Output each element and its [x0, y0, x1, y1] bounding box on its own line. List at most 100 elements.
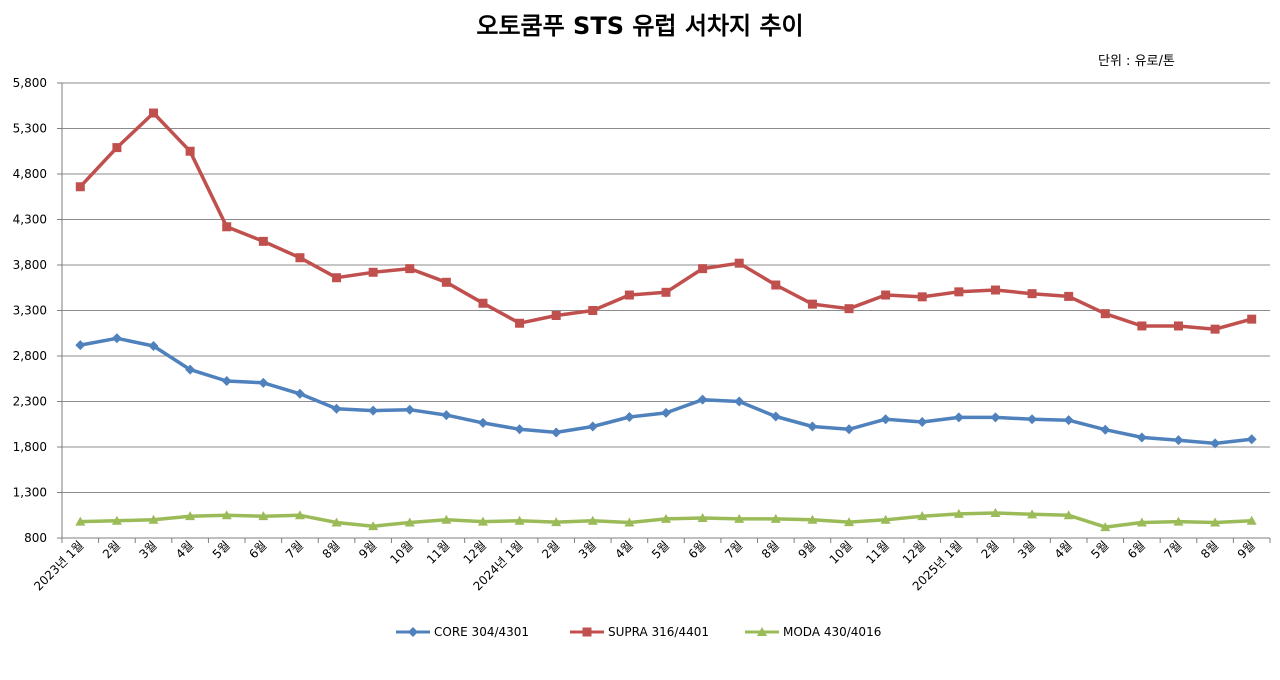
data-point — [368, 521, 379, 531]
data-point — [331, 517, 342, 527]
data-point — [294, 388, 305, 399]
data-point — [1136, 517, 1147, 527]
data-point — [807, 514, 818, 524]
data-point — [844, 517, 855, 527]
data-point — [807, 421, 818, 432]
x-tick-label: 9월 — [795, 538, 818, 561]
data-point — [624, 411, 635, 422]
data-point — [294, 510, 305, 520]
data-point — [661, 513, 671, 523]
data-point — [332, 273, 342, 283]
data-point — [917, 292, 927, 302]
data-point — [477, 516, 488, 526]
data-point — [295, 253, 305, 263]
series-2 — [75, 507, 1257, 532]
data-point — [661, 407, 671, 418]
data-point — [221, 510, 232, 520]
data-point — [844, 424, 855, 435]
x-tick-label: 8월 — [759, 538, 782, 561]
x-tick-label: 4월 — [1052, 538, 1075, 561]
x-tick-label: 9월 — [1235, 538, 1258, 561]
data-point — [1210, 324, 1220, 334]
y-tick-label: 2,300 — [13, 395, 47, 409]
series-1 — [75, 108, 1257, 334]
data-point — [477, 417, 488, 428]
data-point — [990, 507, 1001, 517]
y-tick-label: 1,300 — [13, 486, 47, 500]
x-tick-label: 9월 — [356, 538, 379, 561]
data-point — [478, 298, 488, 308]
data-point — [661, 287, 671, 297]
y-tick-label: 4,300 — [13, 213, 47, 227]
data-point — [1246, 434, 1257, 445]
x-tick-label: 2월 — [978, 538, 1001, 561]
data-point — [185, 511, 196, 521]
x-tick-label: 2023년 1월 — [31, 538, 86, 593]
legend-item: SUPRA 316/4401 — [570, 625, 709, 639]
legend-label: CORE 304/4301 — [434, 625, 529, 639]
data-point — [1027, 289, 1037, 299]
y-tick-label: 3,300 — [13, 304, 47, 318]
y-tick-label: 800 — [24, 531, 47, 545]
data-point — [734, 258, 744, 268]
data-point — [844, 304, 854, 314]
data-point — [551, 311, 561, 321]
y-tick-label: 3,800 — [13, 258, 47, 272]
x-tick-label: 3월 — [576, 538, 599, 561]
gridlines — [62, 82, 1270, 493]
data-point — [1100, 522, 1111, 532]
data-point — [441, 410, 452, 421]
data-point — [258, 511, 269, 521]
x-tick-label: 3월 — [1015, 538, 1038, 561]
x-tick-label: 5월 — [1088, 538, 1111, 561]
x-tick-label: 5월 — [649, 538, 672, 561]
data-point — [1064, 291, 1074, 301]
data-point — [770, 411, 781, 422]
legend-marker — [582, 627, 592, 637]
data-point — [405, 264, 415, 274]
unit-label: 단위 : 유로/톤 — [1098, 54, 1175, 69]
data-point — [917, 416, 928, 427]
x-tick-label: 2월 — [100, 538, 123, 561]
y-tick-label: 1,800 — [13, 440, 47, 454]
data-point — [1210, 517, 1221, 527]
data-point — [221, 376, 232, 387]
legend-label: MODA 430/4016 — [783, 625, 881, 639]
data-point — [1246, 515, 1257, 525]
data-point — [1210, 438, 1221, 449]
data-point — [404, 404, 415, 415]
legend-marker — [757, 627, 767, 636]
data-point — [514, 424, 525, 435]
data-point — [148, 340, 159, 351]
x-tick-label: 7월 — [722, 538, 745, 561]
data-point — [587, 515, 598, 525]
x-tick-label: 7월 — [283, 538, 306, 561]
data-point — [697, 394, 708, 405]
x-tick-label: 3월 — [137, 538, 160, 561]
data-point — [917, 511, 928, 521]
data-point — [624, 517, 635, 527]
data-point — [1173, 516, 1184, 526]
data-point — [75, 516, 86, 526]
data-point — [368, 405, 379, 416]
series-line — [79, 336, 1252, 446]
data-point — [149, 108, 159, 118]
data-point — [441, 277, 451, 287]
data-point — [258, 377, 269, 388]
chart-title: 오토쿰푸 STS 유럽 서차지 추이 — [476, 12, 804, 40]
data-point — [148, 514, 159, 524]
x-tick-label: 6월 — [686, 538, 709, 561]
data-point — [112, 143, 122, 153]
series-lines — [75, 108, 1257, 532]
data-point — [441, 514, 452, 524]
data-point — [368, 267, 378, 277]
legend-label: SUPRA 316/4401 — [608, 625, 709, 639]
data-point — [551, 517, 562, 527]
x-tick-label: 5월 — [210, 538, 233, 561]
data-point — [515, 318, 525, 328]
data-point — [551, 427, 562, 438]
data-point — [1027, 414, 1038, 425]
data-point — [331, 403, 342, 414]
